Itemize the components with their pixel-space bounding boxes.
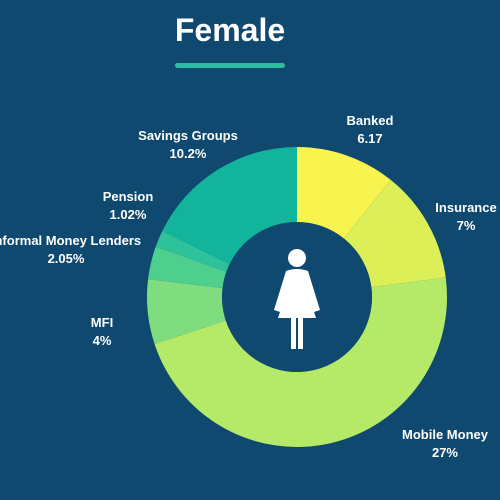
label-insurance-name: Insurance (435, 200, 497, 215)
label-mobile-money-value: 27% (431, 445, 459, 460)
slice-mfi (147, 279, 226, 344)
label-informal-money-lenders-value: 2.05% (47, 251, 85, 266)
label-informal-money-lenders-name: Informal Money Lenders (0, 233, 142, 248)
label-mfi-value: 4% (92, 333, 112, 348)
label-savings-groups-value: 10.2% (169, 146, 207, 161)
label-pension: Pension 1.02% (103, 188, 154, 224)
label-pension-value: 1.02% (109, 207, 147, 222)
slice-banked (297, 147, 391, 239)
slice-savings-groups (162, 147, 297, 265)
label-mfi: MFI 4% (91, 314, 113, 350)
slice-mobile-money (154, 277, 447, 447)
title-underline (175, 63, 285, 68)
label-banked-name: Banked (346, 113, 394, 128)
label-insurance-value: 7% (456, 218, 476, 233)
female-person-icon (274, 249, 320, 349)
label-mobile-money-name: Mobile Money (402, 427, 488, 442)
label-mfi-name: MFI (90, 315, 114, 330)
slice-pension (155, 231, 230, 272)
slice-informal-money-lenders (148, 246, 227, 289)
label-insurance: Insurance 7% (435, 199, 496, 235)
label-banked: Banked 6.17 (347, 112, 394, 148)
slice-insurance (343, 179, 446, 288)
label-savings-groups-name: Savings Groups (138, 128, 238, 143)
label-informal-money-lenders: Informal Money Lenders 2.05% (0, 232, 141, 268)
label-savings-groups: Savings Groups 10.2% (138, 127, 238, 163)
label-pension-name: Pension (102, 189, 154, 204)
label-mobile-money: Mobile Money 27% (402, 426, 488, 462)
chart-title: Female (174, 12, 286, 48)
label-banked-value: 6.17 (357, 131, 383, 146)
